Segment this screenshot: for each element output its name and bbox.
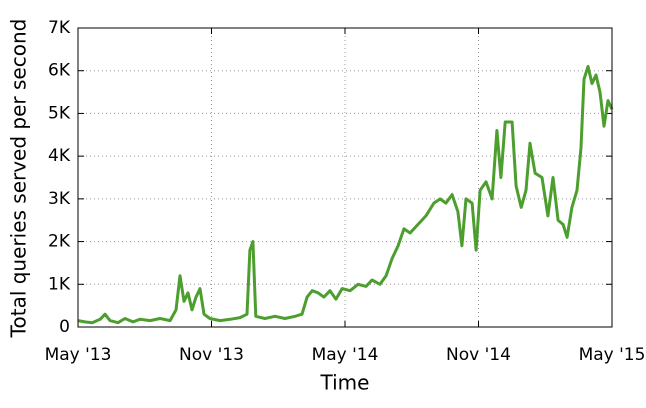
x-axis-label: Time — [320, 371, 370, 395]
x-tick-label: May '15 — [579, 345, 646, 365]
x-tick-label: Nov '13 — [179, 345, 244, 365]
x-tick-label: May '13 — [45, 345, 112, 365]
y-tick-label: 3K — [48, 189, 71, 209]
y-tick-label: 1K — [48, 274, 71, 294]
y-tick-label: 0 — [59, 317, 70, 337]
plot-frame — [77, 27, 613, 328]
data-line — [77, 64, 614, 325]
y-tick-label: 6K — [48, 61, 71, 81]
x-tick-label: Nov '14 — [446, 345, 511, 365]
y-tick-label: 4K — [48, 146, 71, 166]
y-tick-label: 7K — [48, 18, 71, 38]
y-tick-label: 5K — [48, 103, 71, 123]
x-tick-label: May '14 — [312, 345, 379, 365]
y-axis-label: Total queries served per second — [7, 19, 31, 339]
y-tick-label: 2K — [48, 232, 71, 252]
